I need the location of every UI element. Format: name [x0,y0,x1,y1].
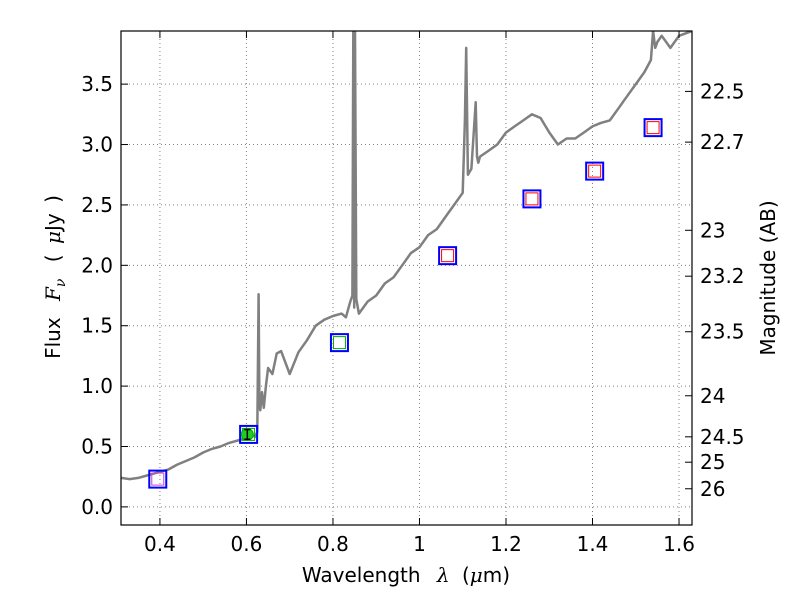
photometry-marker-outer-2 [329,333,349,353]
y-axis-label: Flux Fν ( μJy ) [41,195,70,359]
photometry-marker-inner-0 [151,472,165,486]
photometry-marker-outer-1 [239,424,259,444]
photometry-marker-inner-4 [525,192,539,206]
x-tick-label-3: 1 [413,532,426,556]
x-tick-label-6: 1.6 [663,532,695,556]
x-tick-label-5: 1.4 [577,532,609,556]
y2-axis-label: Magnitude (AB) [756,200,780,355]
photometry-marker-outer-6 [643,118,663,138]
y-tick-label-3: 1.5 [81,314,113,338]
plot-border [120,30,693,526]
plot-frame [120,30,693,526]
photometry-markers [148,118,663,489]
photometry-marker-outer-4 [522,189,542,209]
y-axis-label-unit-open: ( [41,254,65,262]
y-tick-label-0: 0.0 [81,495,113,519]
y-tick-label-2: 1.0 [81,374,113,398]
y2-tick-label-6: 24.5 [700,425,745,449]
y2-tick-label-7: 25 [700,450,725,474]
y2-tick-label-4: 23.5 [700,320,745,344]
photometry-marker-outer-3 [438,246,458,266]
axis-ticks: 0.4 0.6 0.8 1 1.2 1.4 1.6 0.0 0.5 1.0 1.5 2.0 2.5 3.0… [81,31,745,556]
y2-tick-label-2: 23 [700,218,725,242]
x-axis-label-symbol: λ [436,563,450,587]
y2-tick-label-1: 22.7 [700,130,745,154]
y-axis-label-symbol: F [41,286,65,302]
y2-tick-label-5: 24 [700,384,725,408]
x-tick-label-0: 0.4 [144,532,176,556]
x-tick-label-2: 0.8 [317,532,349,556]
x-axis-label-unit-mu: μ [470,563,483,587]
y-tick-label-1: 0.5 [81,434,113,458]
photometry-marker-inner-6 [646,121,660,135]
y-axis-label-unit-mu: μ [41,231,65,244]
x-axis-label-text: Wavelength [302,563,421,587]
y2-tick-label-8: 26 [700,477,725,501]
photometry-marker-outer-0 [148,469,168,489]
x-tick-label-1: 0.6 [231,532,263,556]
photometry-marker-outer-5 [585,161,605,181]
y2-tick-label-0: 22.5 [700,79,745,103]
x-axis-label-unit-open: ( [462,563,470,587]
y-tick-label-4: 2.0 [81,253,113,277]
y2-tick-label-3: 23.2 [700,264,745,288]
y-axis-label-unit-close: ) [41,195,65,203]
y-tick-label-5: 2.5 [81,193,113,217]
photometry-marker-inner-3 [441,249,455,263]
photometry-marker-inner-5 [588,164,602,178]
y-axis-label-unit-rest: Jy [41,213,65,233]
y-tick-label-7: 3.5 [81,72,113,96]
y-axis-label-text: Flux [41,317,65,359]
y-axis-label-symbol-sub: ν [53,278,69,287]
x-tick-label-4: 1.2 [490,532,522,556]
y-tick-label-6: 3.0 [81,133,113,157]
x-axis-label: Wavelength λ (μm) [302,563,510,587]
photometry-marker-inner-2 [332,336,346,350]
x-axis-label-unit-rest: m) [483,563,510,587]
